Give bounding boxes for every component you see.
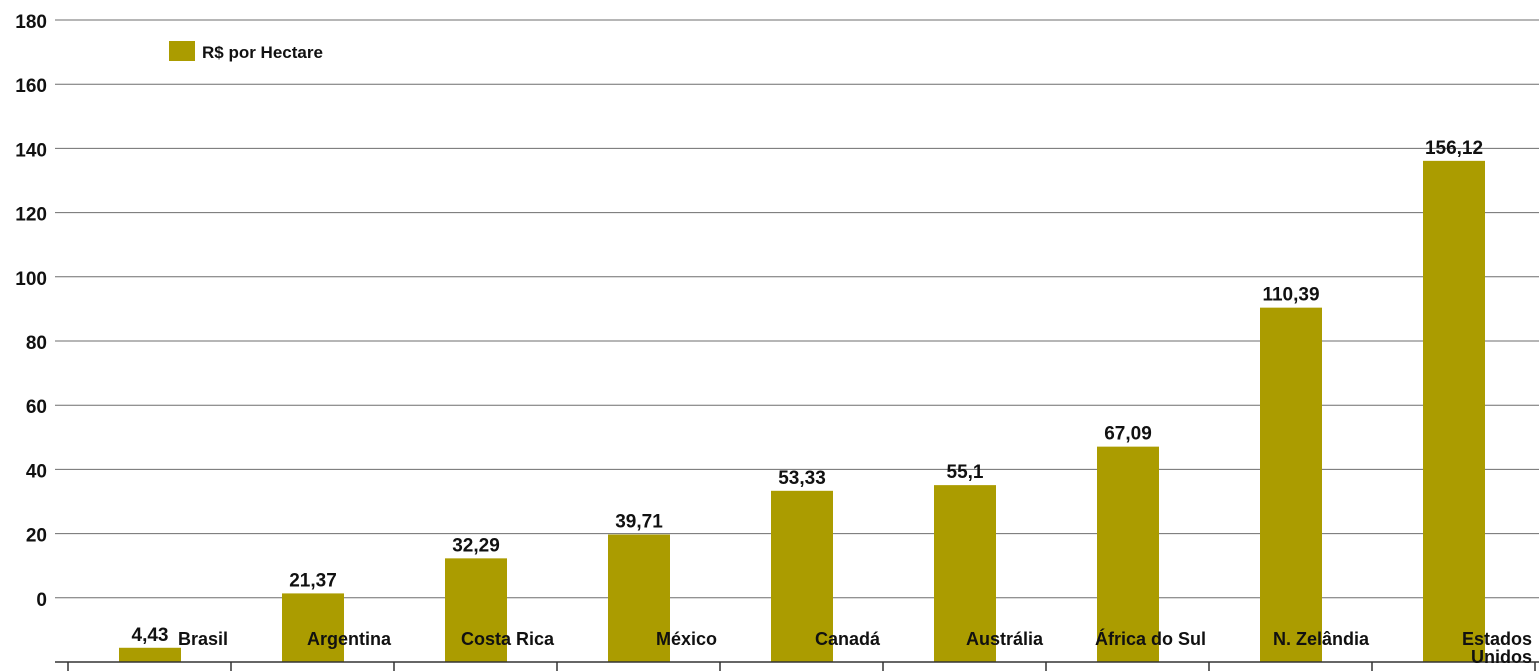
category-label: Canadá: [815, 629, 881, 649]
data-label: 32,29: [452, 535, 500, 556]
data-label: 39,71: [615, 512, 663, 533]
data-label: 53,33: [778, 468, 826, 489]
y-tick-label: 60: [26, 397, 47, 418]
y-tick-labels: 180 160 140 120 100 80 60 40 20 0: [15, 12, 47, 611]
bars: [119, 160, 1485, 662]
category-label: África do Sul: [1095, 628, 1206, 649]
bar: [934, 485, 996, 662]
y-tick-label: 100: [15, 269, 47, 290]
y-tick-label: 40: [26, 461, 47, 482]
value-labels: 4,43 21,37 32,29 39,71 53,33 55,1 67,09 110,39 1…: [132, 138, 1484, 646]
legend-swatch: [169, 41, 195, 61]
y-tick-label: 20: [26, 526, 47, 547]
category-label: Costa Rica: [461, 629, 555, 649]
y-tick-label: 120: [15, 205, 47, 226]
y-tick-label: 80: [26, 333, 47, 354]
y-tick-label: 140: [15, 140, 47, 161]
data-label: 67,09: [1104, 424, 1152, 445]
data-label: 4,43: [132, 625, 169, 646]
bar: [1423, 160, 1485, 662]
data-label: 156,12: [1425, 138, 1483, 159]
bar: [1097, 446, 1159, 662]
bar: [771, 490, 833, 662]
bar: [119, 647, 181, 662]
legend: R$ por Hectare: [169, 41, 323, 62]
bar: [608, 534, 670, 662]
category-label: Brasil: [178, 629, 228, 649]
y-tick-label: 160: [15, 76, 47, 97]
category-label: Argentina: [307, 629, 392, 649]
data-label: 55,1: [947, 462, 984, 483]
data-label: 110,39: [1262, 285, 1319, 306]
category-label: N. Zelândia: [1273, 629, 1370, 649]
y-tick-label: 180: [15, 12, 47, 33]
y-tick-label: 0: [36, 590, 47, 611]
bar: [445, 558, 507, 662]
bar: [1260, 307, 1322, 662]
category-label: México: [656, 629, 717, 649]
category-label: Estados Unidos: [1462, 629, 1532, 667]
bar: [282, 593, 344, 662]
category-label: Austrália: [966, 629, 1044, 649]
legend-label: R$ por Hectare: [202, 43, 323, 62]
data-label: 21,37: [289, 570, 337, 591]
x-axis: Brasil Argentina Costa Rica México Canadá Aus…: [55, 628, 1539, 671]
